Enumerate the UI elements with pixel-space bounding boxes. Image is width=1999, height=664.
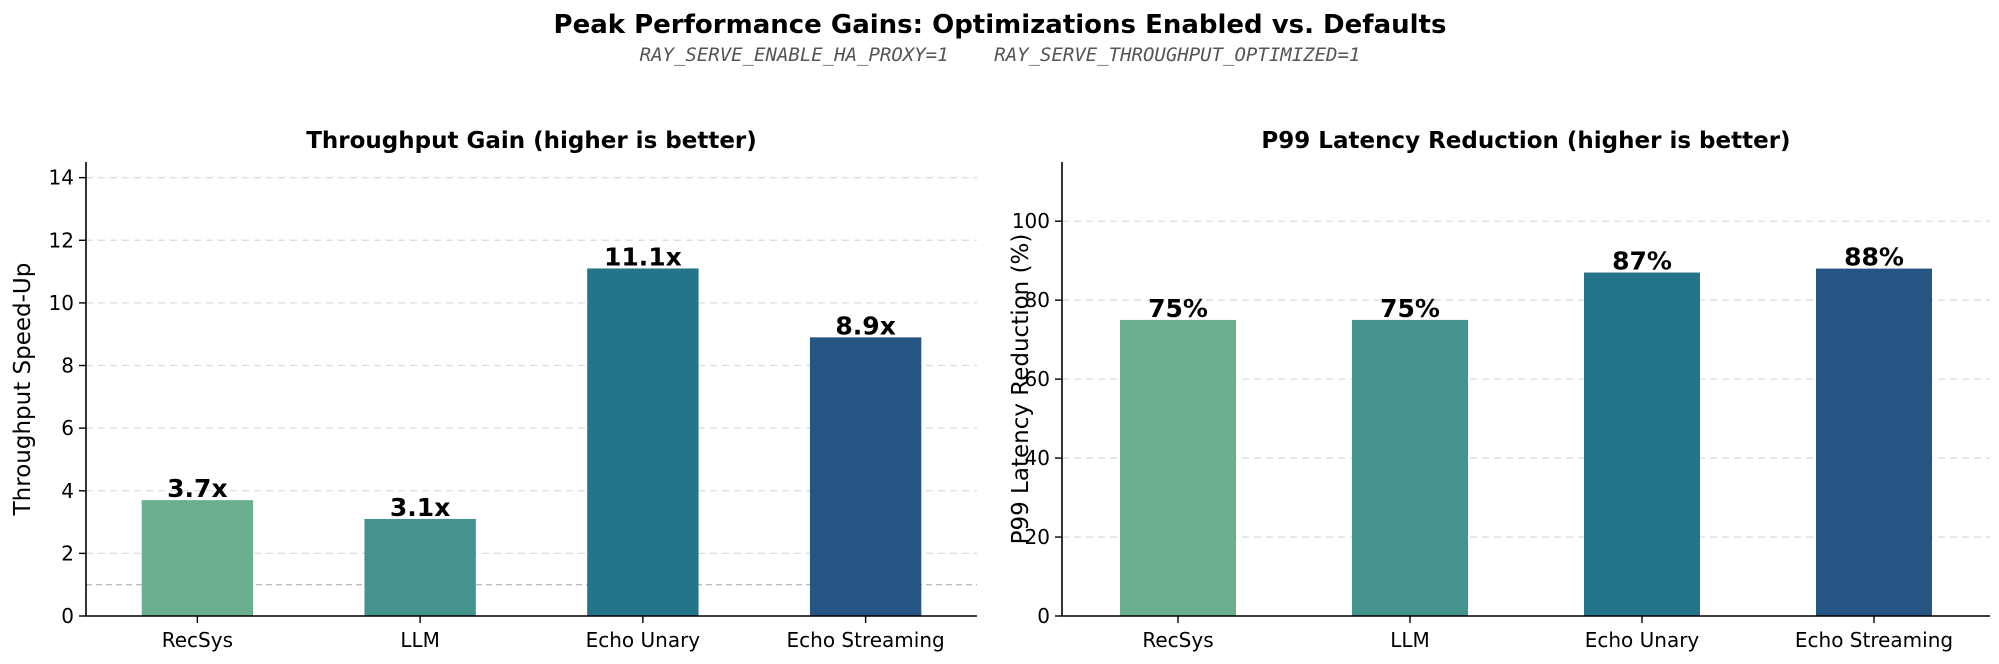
x-tick-label: Echo Unary — [1585, 628, 1700, 652]
y-tick-label: 100 — [1012, 209, 1050, 233]
data-label: 75% — [1380, 294, 1440, 323]
figure-subtitle: RAY_SERVE_ENABLE_HA_PROXY=1 RAY_SERVE_TH… — [640, 44, 1361, 66]
y-axis-label: Throughput Speed-Up — [10, 263, 36, 517]
x-tick-label: Echo Streaming — [1795, 628, 1953, 652]
bar-echo-streaming — [809, 337, 922, 616]
y-tick-label: 60 — [1025, 367, 1050, 391]
x-tick-label: LLM — [1390, 628, 1430, 652]
y-tick-label: 40 — [1025, 446, 1050, 470]
y-tick-label: 12 — [49, 228, 74, 252]
bar-recsys — [1120, 319, 1236, 616]
y-tick-label: 6 — [61, 416, 74, 440]
data-label: 11.1x — [604, 242, 682, 271]
x-tick-label: LLM — [400, 628, 440, 652]
x-tick-label: Echo Streaming — [787, 628, 945, 652]
y-tick-label: 10 — [49, 291, 74, 315]
x-tick-label: RecSys — [1142, 628, 1213, 652]
data-label: 3.7x — [167, 474, 227, 503]
y-tick-label: 4 — [61, 479, 74, 503]
bar-echo-unary — [1584, 272, 1700, 616]
x-tick-label: Echo Unary — [586, 628, 701, 652]
data-label: 75% — [1148, 294, 1208, 323]
y-tick-label: 8 — [61, 354, 74, 378]
data-label: 87% — [1612, 247, 1672, 276]
bar-llm — [1352, 319, 1468, 616]
y-tick-label: 14 — [49, 166, 74, 190]
data-label: 3.1x — [390, 493, 450, 522]
data-label: 8.9x — [835, 311, 895, 340]
y-tick-label: 0 — [1037, 604, 1050, 628]
bar-echo-streaming — [1816, 268, 1932, 616]
y-tick-label: 0 — [61, 604, 74, 628]
bar-llm — [364, 518, 476, 616]
x-tick-label: RecSys — [162, 628, 233, 652]
chart-title: Throughput Gain (higher is better) — [306, 128, 757, 154]
throughput-chart: Throughput Gain (higher is better) 0 2 4 6 8 1… — [10, 128, 977, 652]
bar-echo-unary — [587, 268, 699, 616]
chart-title: P99 Latency Reduction (higher is better) — [1261, 128, 1790, 154]
data-label: 88% — [1844, 243, 1904, 272]
figure-title: Peak Performance Gains: Optimizations En… — [554, 10, 1447, 40]
y-tick-label: 20 — [1025, 525, 1050, 549]
y-axis-label: P99 Latency Reduction (%) — [1008, 234, 1034, 545]
latency-chart: P99 Latency Reduction (higher is better)… — [1008, 128, 1990, 652]
y-tick-label: 80 — [1025, 288, 1050, 312]
y-tick-label: 2 — [61, 541, 74, 565]
bar-recsys — [141, 500, 254, 616]
